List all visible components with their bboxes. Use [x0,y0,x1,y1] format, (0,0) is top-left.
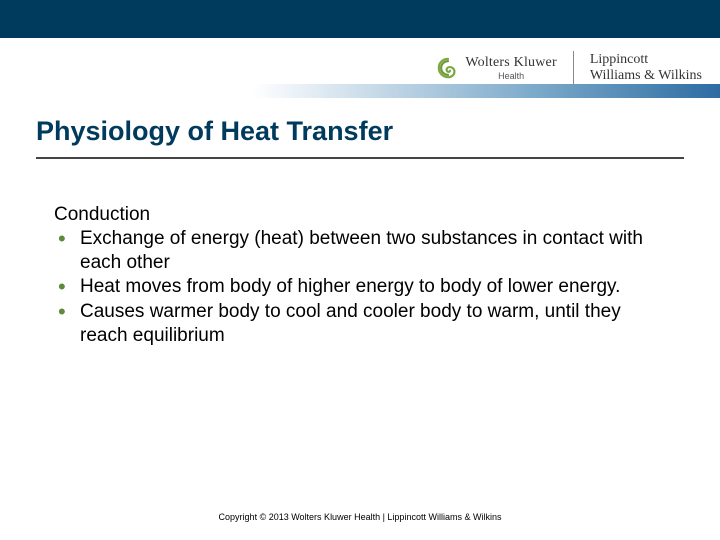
brand-divider [573,51,574,85]
bullet-item: Heat moves from body of higher energy to… [54,275,666,299]
slide-title: Physiology of Heat Transfer [0,98,720,147]
copyright-footer: Copyright © 2013 Wolters Kluwer Health |… [0,512,720,522]
bullet-item: Causes warmer body to cool and cooler bo… [54,300,666,349]
brand-group: Wolters Kluwer Health Lippincott William… [437,51,702,85]
slide-content: Conduction Exchange of energy (heat) bet… [0,159,720,348]
wk-brand-name: Wolters Kluwer [465,56,556,70]
logo-band: Wolters Kluwer Health Lippincott William… [0,38,720,98]
bullet-list: Exchange of energy (heat) between two su… [54,227,666,349]
wk-brand-sub: Health [498,72,524,81]
wk-swirl-icon [437,57,459,79]
bullet-item: Exchange of energy (heat) between two su… [54,227,666,276]
lippincott-logo: Lippincott Williams & Wilkins [590,52,702,84]
wk-text-block: Wolters Kluwer Health [465,56,556,81]
lww-line1: Lippincott [590,52,702,68]
header-bar [0,0,720,38]
lww-line2: Williams & Wilkins [590,68,702,84]
gradient-stripe [0,84,720,98]
wolters-kluwer-logo: Wolters Kluwer Health [437,56,556,81]
content-subheading: Conduction [54,203,666,227]
